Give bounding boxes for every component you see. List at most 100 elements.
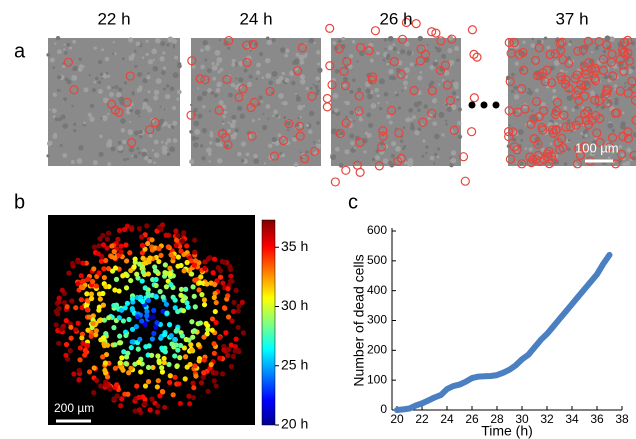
cell-dot xyxy=(162,262,168,268)
texture xyxy=(161,145,168,152)
cell-dot xyxy=(125,391,131,397)
cell-dot xyxy=(141,401,148,407)
dead-cell-marker xyxy=(224,35,234,46)
texture xyxy=(70,159,75,165)
cell-dot xyxy=(59,287,65,293)
dead-cell-marker xyxy=(442,80,453,90)
texture xyxy=(417,35,423,42)
cell-dot xyxy=(159,388,166,395)
cell-dot xyxy=(232,344,239,350)
texture xyxy=(207,88,213,93)
image-strip: 22 h 24 h 26 h 37 h xyxy=(46,9,636,187)
cell-dot xyxy=(144,223,150,229)
texture xyxy=(597,59,603,65)
texture xyxy=(189,129,193,134)
texture xyxy=(57,49,60,52)
cell-dot xyxy=(179,238,186,244)
cell-dot xyxy=(230,353,237,359)
texture xyxy=(451,79,455,82)
texture xyxy=(73,122,77,126)
dead-cell-marker xyxy=(447,34,457,44)
texture xyxy=(237,151,242,157)
texture xyxy=(58,89,61,92)
texture xyxy=(133,130,139,136)
texture xyxy=(541,148,545,152)
cell-dot xyxy=(53,322,59,328)
cell-dot xyxy=(145,379,152,385)
texture xyxy=(120,128,126,133)
cell-dot xyxy=(168,333,174,339)
dead-cell-marker xyxy=(561,75,571,85)
texture xyxy=(166,152,171,157)
texture xyxy=(265,104,271,109)
cell-dot xyxy=(211,256,218,262)
cell-dot xyxy=(137,294,144,300)
cell-dot xyxy=(93,328,99,334)
texture xyxy=(337,39,342,44)
texture xyxy=(594,45,600,51)
cell-dot xyxy=(182,376,188,382)
cell-dot xyxy=(162,404,168,411)
texture xyxy=(404,41,410,47)
texture xyxy=(289,70,295,77)
texture xyxy=(341,36,345,40)
texture xyxy=(536,39,542,45)
dead-cell-marker xyxy=(545,49,555,60)
texture xyxy=(254,44,257,47)
x-tick-label: 20 xyxy=(390,412,404,426)
colorbar-label: 20 h xyxy=(281,416,308,432)
panel-label: a xyxy=(14,40,26,62)
texture xyxy=(527,87,531,91)
cell-dot xyxy=(119,355,125,361)
cell-dot xyxy=(233,336,239,342)
texture xyxy=(378,107,383,111)
texture xyxy=(152,58,156,62)
texture xyxy=(62,153,68,158)
texture xyxy=(123,81,128,85)
texture xyxy=(404,160,409,166)
texture xyxy=(278,75,284,81)
texture xyxy=(89,103,95,109)
texture xyxy=(382,58,386,62)
cell-dot xyxy=(103,381,109,387)
texture xyxy=(240,158,245,163)
cell-dot xyxy=(79,335,85,341)
texture xyxy=(613,84,618,88)
texture xyxy=(417,75,423,81)
cell-dot xyxy=(146,259,152,265)
cell-dot xyxy=(159,369,166,375)
texture xyxy=(145,52,149,57)
dead-cell-marker xyxy=(509,37,519,48)
texture xyxy=(524,147,528,150)
texture xyxy=(368,122,374,128)
cell-dot xyxy=(111,396,117,402)
cell-dot xyxy=(128,277,134,284)
texture xyxy=(55,35,61,41)
dead-cell-marker xyxy=(341,118,351,128)
texture xyxy=(95,76,99,81)
cell-dot xyxy=(219,258,225,265)
cell-dot xyxy=(56,305,62,312)
texture xyxy=(279,47,286,53)
texture xyxy=(142,101,148,107)
texture xyxy=(388,120,393,125)
texture xyxy=(520,138,524,142)
dead-cell-marker xyxy=(555,144,565,155)
cell-dot xyxy=(89,295,95,302)
texture xyxy=(590,50,594,54)
texture xyxy=(456,58,460,62)
dead-cell-marker xyxy=(355,137,365,148)
cell-dot xyxy=(209,327,215,333)
texture xyxy=(64,51,68,55)
cell-dot xyxy=(111,249,117,255)
texture xyxy=(549,142,553,146)
texture xyxy=(87,112,92,117)
dead-cell-marker xyxy=(370,26,381,36)
cell-dot xyxy=(116,288,122,294)
dead-cell-marker xyxy=(592,128,602,138)
y-tick-label: 100 xyxy=(367,372,387,386)
texture xyxy=(258,51,264,57)
cell-dot xyxy=(195,342,202,348)
texture xyxy=(267,117,270,120)
cell-dot xyxy=(111,325,117,331)
